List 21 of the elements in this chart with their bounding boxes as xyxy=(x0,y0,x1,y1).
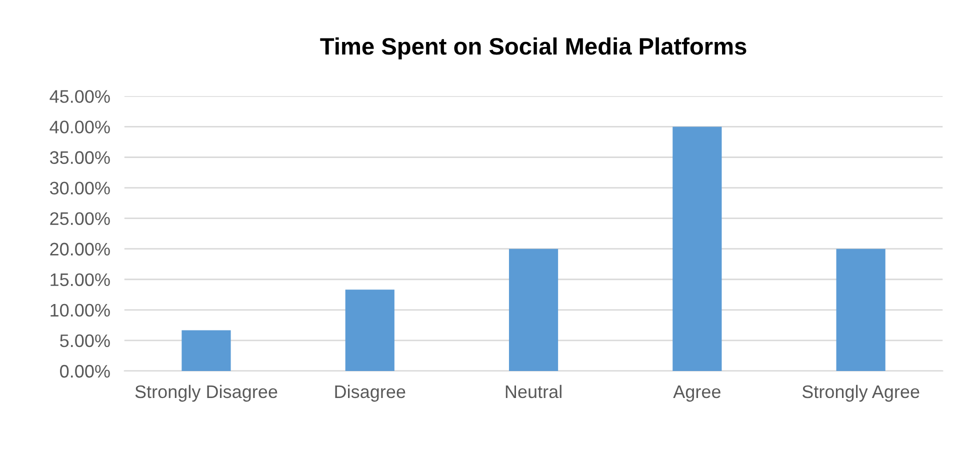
y-tick-label: 5.00% xyxy=(60,334,110,348)
x-tick-label: Disagree xyxy=(335,384,406,402)
y-tick-label: 15.00% xyxy=(50,273,110,286)
y-tick-label: 10.00% xyxy=(50,304,110,317)
bar xyxy=(345,290,394,371)
x-tick-label: Strongly Disagree xyxy=(135,384,278,402)
bar xyxy=(672,126,722,371)
y-tick-label: 20.00% xyxy=(50,242,110,256)
x-tick-label: Strongly Agree xyxy=(802,384,920,402)
bar xyxy=(508,248,558,371)
y-tick-label: 0.00% xyxy=(60,364,110,378)
x-tick-label: Neutral xyxy=(506,384,562,398)
y-tick-label: 25.00% xyxy=(50,212,110,226)
y-tick-label: 35.00% xyxy=(50,151,110,164)
y-tick-label: 40.00% xyxy=(50,120,110,134)
y-tick-label: 30.00% xyxy=(50,182,110,194)
bar xyxy=(836,248,886,371)
x-tick-label: Agree xyxy=(673,386,720,402)
chart-title: Time Spent on Social Media Platforms xyxy=(320,37,746,60)
y-tick-label: 45.00% xyxy=(50,90,110,103)
bar xyxy=(182,330,231,371)
